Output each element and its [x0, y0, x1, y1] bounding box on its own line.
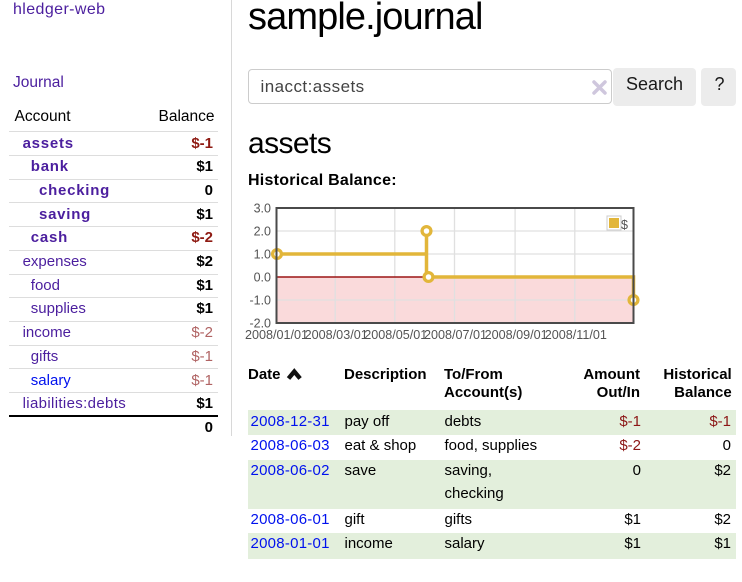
svg-text:-1.0: -1.0 [249, 294, 271, 308]
svg-text:2.0: 2.0 [254, 225, 271, 239]
svg-text:2008/07/01: 2008/07/01 [424, 328, 487, 342]
svg-text:2008/11/01: 2008/11/01 [545, 328, 607, 342]
svg-text:2008/01/01: 2008/01/01 [245, 328, 308, 342]
svg-text:3.0: 3.0 [254, 202, 271, 216]
svg-text:1.0: 1.0 [254, 248, 271, 262]
svg-text:2008/05/01: 2008/05/01 [364, 328, 427, 342]
svg-text:0.0: 0.0 [254, 271, 271, 285]
svg-text:2008/09/01: 2008/09/01 [485, 328, 548, 342]
svg-text:2008/03/01: 2008/03/01 [305, 328, 368, 342]
svg-text:$: $ [621, 218, 628, 232]
svg-text:-2.0: -2.0 [249, 317, 271, 331]
